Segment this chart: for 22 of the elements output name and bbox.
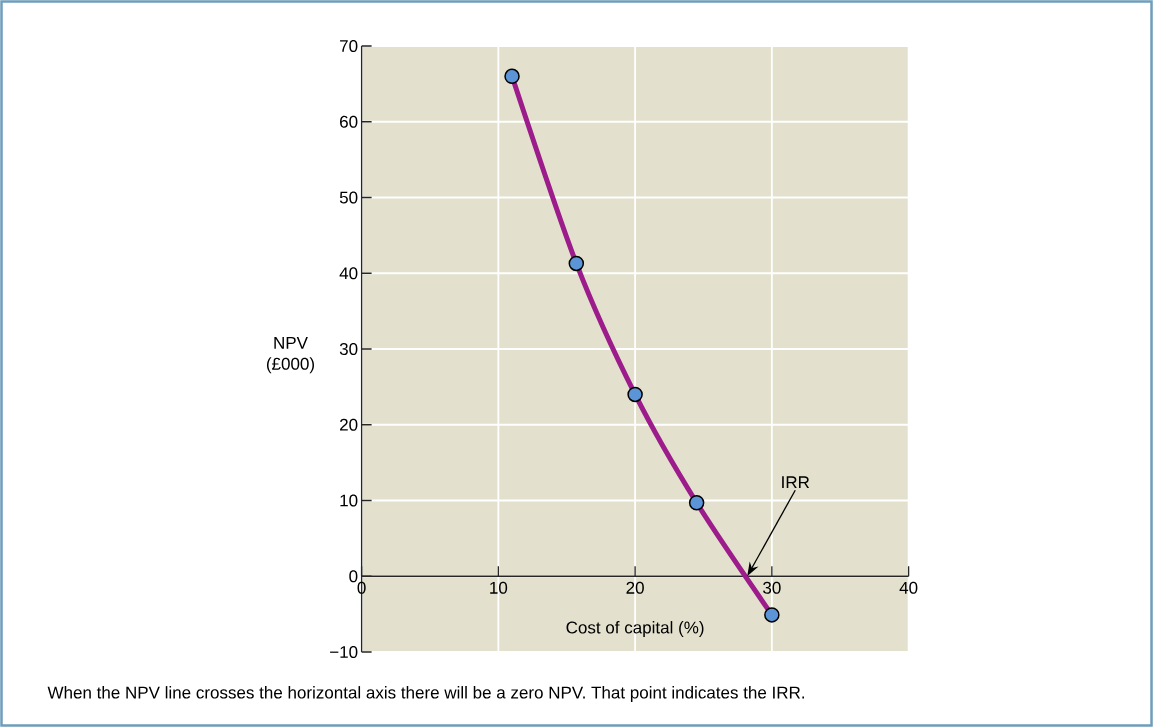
y-axis-title: NPV (£000) [266, 336, 314, 374]
y-tick-label: 0 [349, 570, 358, 583]
x-tick-label: 40 [899, 581, 918, 594]
y-tick-label: 60 [340, 115, 358, 128]
point [688, 495, 705, 511]
point [504, 68, 520, 85]
point [627, 386, 643, 403]
x-tick-label: 30 [763, 581, 781, 594]
point [568, 255, 585, 272]
y-tick-label: 20 [340, 418, 358, 431]
x-tick-label: 20 [626, 581, 644, 594]
x-tick-label: 10 [490, 581, 508, 594]
y-tick-label: 50 [339, 191, 358, 204]
point [764, 607, 780, 623]
y-tick-label: −10 [330, 645, 358, 659]
y-tick-label: 10 [340, 494, 358, 507]
y-tick-label: 40 [339, 267, 358, 280]
annotation: IRR [782, 476, 810, 489]
y-tick-label: 30 [339, 342, 358, 356]
x-axis-title: Cost of capital (%) [566, 621, 704, 637]
text: When the NPV line crosses the horizontal axis there will be a zero NPV. That point indicates the IRR. [47, 686, 804, 702]
y-tick-label: 70 [340, 39, 358, 53]
